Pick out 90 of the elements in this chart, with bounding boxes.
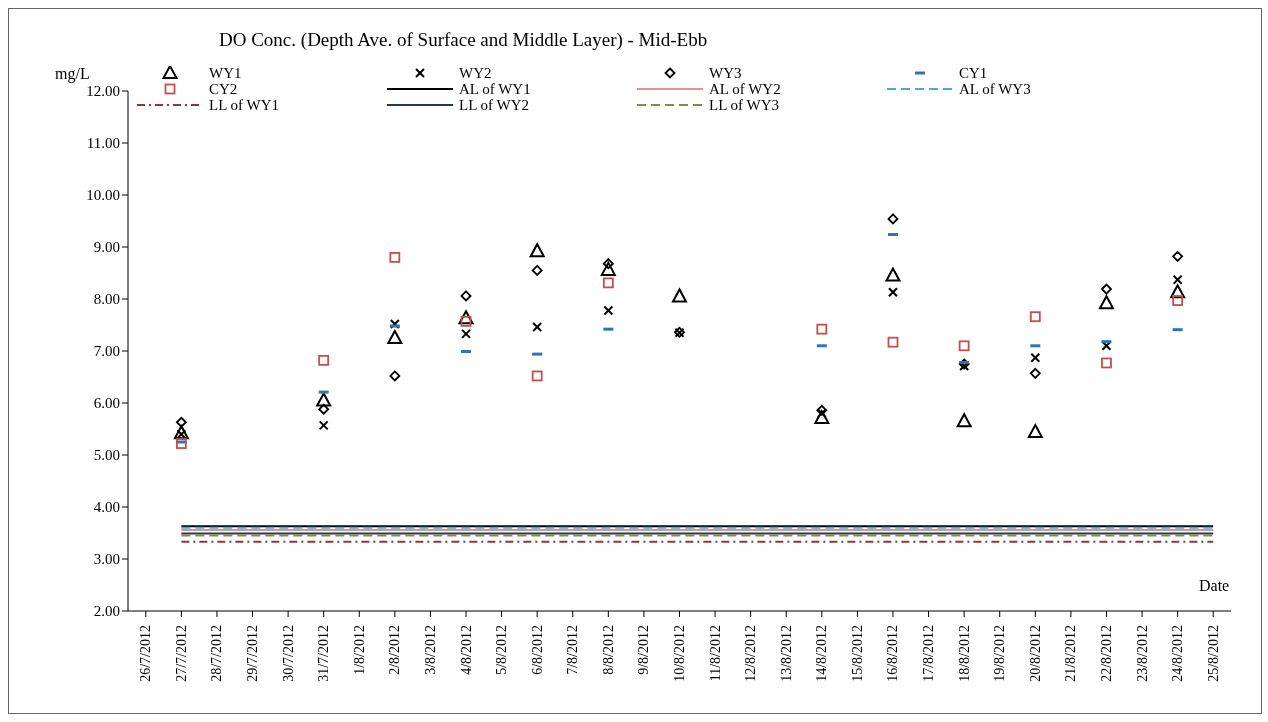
point <box>529 243 545 258</box>
x-tick-label: 27/7/2012 <box>173 625 189 682</box>
legend-label: AL of WY1 <box>459 81 531 97</box>
x-tick-label: 1/8/2012 <box>351 625 367 675</box>
point <box>885 267 901 282</box>
x-tick-label: 29/7/2012 <box>245 625 261 682</box>
x-tick-label: 3/8/2012 <box>422 625 438 675</box>
x-tick-label: 14/8/2012 <box>814 625 830 682</box>
x-tick-label: 16/8/2012 <box>885 625 901 682</box>
legend-label: AL of WY3 <box>959 81 1031 97</box>
legend-label: WY2 <box>459 65 492 81</box>
x-tick-label: 10/8/2012 <box>672 625 687 682</box>
x-tick-label: 9/8/2012 <box>636 625 652 675</box>
legend-label: CY2 <box>209 81 238 97</box>
y-tick-label: 8.00 <box>93 291 120 308</box>
point <box>958 340 970 352</box>
point <box>316 392 332 407</box>
point <box>531 265 543 276</box>
legend-label: LL of WY2 <box>459 97 529 113</box>
point <box>1101 283 1112 295</box>
x-tick-label: 20/8/2012 <box>1027 625 1043 682</box>
y-tick-label: 5.00 <box>93 447 120 464</box>
y-tick-label: 6.00 <box>93 395 120 412</box>
x-tick-label: 28/7/2012 <box>209 625 225 682</box>
point <box>1029 367 1041 379</box>
legend-label: AL of WY2 <box>709 81 781 97</box>
x-tick-label: 11/8/2012 <box>707 625 723 682</box>
y-tick-label: 12.00 <box>86 83 120 100</box>
x-tick-label: 7/8/2012 <box>565 625 581 675</box>
y-tick-label: 4.00 <box>93 499 120 516</box>
point <box>458 310 474 325</box>
point <box>1098 295 1114 310</box>
x-tick-label: 24/8/2012 <box>1170 625 1186 682</box>
x-tick-label: 15/8/2012 <box>849 625 865 682</box>
y-tick-label: 9.00 <box>93 239 120 256</box>
x-tick-label: 2/8/2012 <box>387 625 403 675</box>
x-tick-label: 4/8/2012 <box>458 625 474 675</box>
point <box>318 403 330 415</box>
point <box>1170 284 1186 299</box>
y-tick-label: 2.00 <box>93 603 120 620</box>
y-axis-title: mg/L <box>55 65 90 83</box>
x-tick-label: 6/8/2012 <box>529 625 545 675</box>
x-tick-label: 25/8/2012 <box>1205 625 1221 682</box>
point <box>1172 250 1184 262</box>
legend-label: LL of WY1 <box>209 97 279 113</box>
x-tick-label: 21/8/2012 <box>1063 625 1079 682</box>
y-tick-label: 3.00 <box>93 551 120 568</box>
x-tick-label: 13/8/2012 <box>778 625 794 682</box>
x-tick-label: 17/8/2012 <box>921 625 937 682</box>
legend-label: CY1 <box>959 65 988 81</box>
point <box>956 413 972 428</box>
x-tick-label: 5/8/2012 <box>494 625 510 675</box>
point <box>1027 424 1043 439</box>
point <box>1029 311 1041 323</box>
y-tick-label: 11.00 <box>86 135 120 152</box>
point <box>814 410 830 425</box>
point <box>816 323 828 335</box>
point <box>1172 295 1184 306</box>
point <box>387 330 403 344</box>
x-tick-label: 12/8/2012 <box>743 625 759 682</box>
x-axis-title: Date <box>1199 577 1230 595</box>
point <box>1101 357 1112 369</box>
point <box>318 354 330 366</box>
point <box>389 252 401 263</box>
x-tick-label: 19/8/2012 <box>992 625 1008 682</box>
legend-label: LL of WY3 <box>709 97 779 113</box>
point <box>672 288 687 303</box>
x-tick-label: 8/8/2012 <box>600 625 616 675</box>
point <box>816 404 828 416</box>
chart-title: DO Conc. (Depth Ave. of Surface and Middle Layer) - Mid-Ebb <box>219 29 708 51</box>
y-tick-label: 10.00 <box>86 187 120 204</box>
point <box>887 213 899 225</box>
x-tick-label: 23/8/2012 <box>1134 625 1150 682</box>
point <box>531 370 543 382</box>
point <box>600 261 616 276</box>
legend-label: WY1 <box>209 65 242 81</box>
y-tick-label: 7.00 <box>93 343 120 360</box>
point <box>887 336 899 348</box>
point <box>602 277 614 289</box>
x-tick-label: 31/7/2012 <box>316 625 332 682</box>
x-tick-label: 30/7/2012 <box>280 625 296 682</box>
point <box>175 416 187 428</box>
point <box>173 425 189 440</box>
legend-label: WY3 <box>709 65 742 81</box>
point <box>175 438 187 449</box>
x-tick-label: 26/7/2012 <box>138 625 154 682</box>
x-tick-label: 22/8/2012 <box>1098 625 1114 682</box>
point <box>389 370 401 382</box>
x-tick-label: 18/8/2012 <box>956 625 972 682</box>
point <box>460 290 472 302</box>
